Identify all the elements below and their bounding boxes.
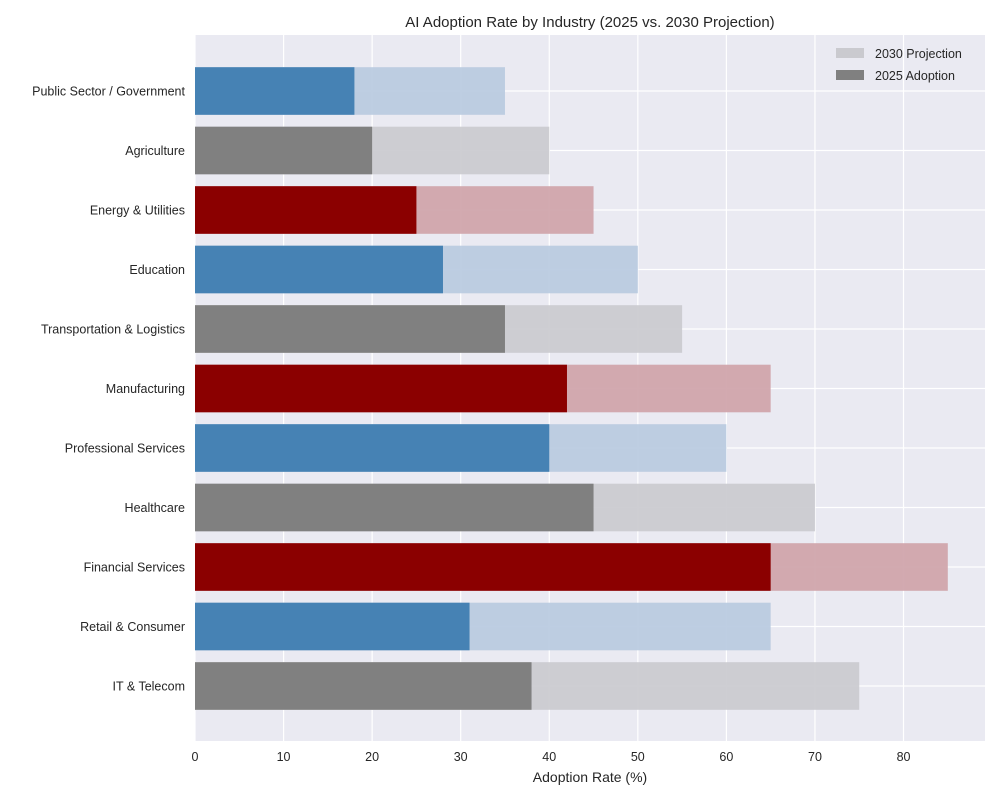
legend-label-2025: 2025 Adoption [875,69,955,83]
bars [195,67,948,710]
y-tick-label: Transportation & Logistics [41,323,185,337]
bar-2025-adoption [195,305,505,353]
bar-2025-adoption [195,662,532,710]
bar-2025-adoption [195,67,355,115]
bar-2025-adoption [195,424,550,472]
y-tick-label: Public Sector / Government [32,85,185,99]
x-tick-label: 70 [808,750,822,764]
x-tick-label: 30 [454,750,468,764]
legend: 2030 Projection 2025 Adoption [836,47,962,83]
y-tick-label: IT & Telecom [113,680,186,694]
bar-2025-adoption [195,126,373,175]
x-tick-label: 40 [542,750,556,764]
y-tick-label: Manufacturing [106,382,185,396]
y-tick-label: Education [129,263,185,277]
bar-2025-adoption [195,483,594,532]
legend-label-2030: 2030 Projection [875,47,962,61]
y-tick-label: Agriculture [125,144,185,158]
legend-swatch-2025 [836,70,864,80]
x-tick-label: 20 [365,750,379,764]
x-tick-label: 50 [631,750,645,764]
x-tick-labels: 0 10 20 30 40 50 60 70 80 [192,750,911,764]
x-tick-label: 80 [897,750,911,764]
x-tick-label: 0 [192,750,199,764]
y-tick-label: Professional Services [65,442,185,456]
y-tick-label: Financial Services [84,561,185,575]
y-tick-label: Retail & Consumer [80,620,185,634]
x-tick-label: 10 [277,750,291,764]
chart-title: AI Adoption Rate by Industry (2025 vs. 2… [405,14,774,31]
bar-2025-adoption [195,602,470,651]
bar-2025-adoption [195,364,567,413]
bar-2025-adoption [195,186,417,234]
x-axis-label: Adoption Rate (%) [533,769,647,785]
bar-2025-adoption [195,543,771,591]
y-tick-label: Energy & Utilities [90,204,185,218]
legend-swatch-2030 [836,48,864,58]
y-tick-labels: Public Sector / Government Agriculture Ene… [32,85,185,694]
bar-2025-adoption [195,245,443,294]
y-tick-label: Healthcare [125,501,185,515]
x-tick-label: 60 [719,750,733,764]
